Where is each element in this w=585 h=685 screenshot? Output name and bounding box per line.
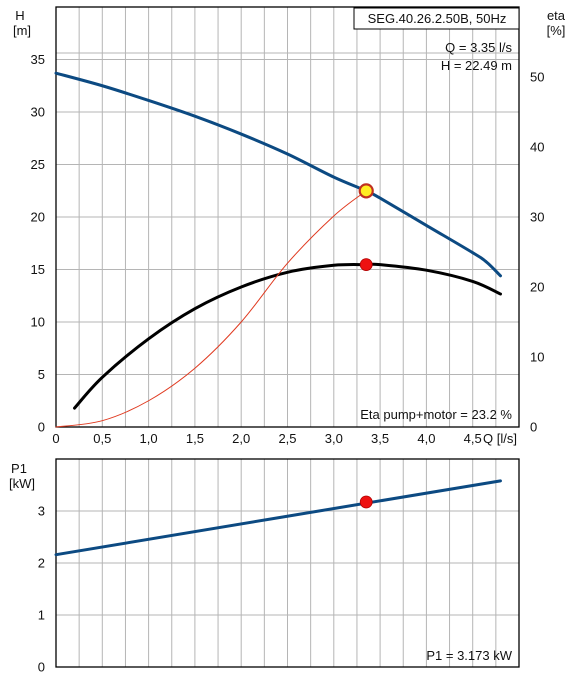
power-tick-label: 0 — [38, 660, 45, 675]
eta-axis-label-2: [%] — [547, 23, 566, 38]
head-plot-frame — [55, 6, 520, 428]
duty-point-marker — [358, 183, 374, 199]
head-tick-label: 15 — [31, 262, 45, 277]
power-tick-label: 3 — [38, 504, 45, 519]
head-series — [54, 71, 502, 428]
power-readout: P1 = 3.173 kW — [426, 648, 512, 663]
x-tick-label: 0 — [52, 431, 59, 446]
x-tick-label: 1,0 — [140, 431, 158, 446]
x-tick-label: 4,5 — [464, 431, 482, 446]
x-tick-label: 1,5 — [186, 431, 204, 446]
eta-tick-label: 50 — [530, 70, 544, 85]
chart-title: SEG.40.26.2.50B, 50Hz — [368, 11, 507, 26]
head-tick-label: 20 — [31, 210, 45, 225]
head-tick-labels: 0 5 10 15 20 25 30 35 — [31, 52, 45, 435]
x-tick-label: 3,5 — [371, 431, 389, 446]
head-tick-label: 5 — [38, 367, 45, 382]
flow-readout: Q = 3.35 l/s — [445, 40, 512, 55]
head-curve — [54, 71, 502, 278]
head-tick-label: 30 — [31, 105, 45, 120]
head-tick-label: 35 — [31, 52, 45, 67]
x-tick-label: 3,0 — [325, 431, 343, 446]
power-series — [54, 479, 502, 557]
power-point-marker — [359, 495, 373, 509]
power-axis-label-1: P1 — [11, 461, 27, 476]
efficiency-readout: Eta pump+motor = 23.2 % — [360, 407, 512, 422]
head-tick-label: 10 — [31, 315, 45, 330]
power-panel: 0 1 2 3 P1 [kW] P1 = 3.173 kW — [9, 458, 520, 675]
head-tick-label: 0 — [38, 420, 45, 435]
head-grid — [56, 7, 519, 427]
power-tick-label: 2 — [38, 556, 45, 571]
x-axis-label: Q [l/s] — [483, 431, 517, 446]
x-tick-label: 0,5 — [93, 431, 111, 446]
power-curve — [54, 479, 502, 557]
power-tick-labels: 0 1 2 3 — [38, 504, 45, 675]
efficiency-curve — [73, 262, 502, 410]
operating-point-markers — [358, 183, 374, 272]
eta-tick-label: 30 — [530, 210, 544, 225]
power-plot-frame — [55, 458, 520, 668]
head-tick-label: 25 — [31, 157, 45, 172]
head-readout: H = 22.49 m — [441, 58, 512, 73]
head-efficiency-panel: 0 0,5 1,0 1,5 2,0 2,5 3,0 3,5 4,0 4,5 0 5 10 15 20 25 3… — [13, 6, 566, 446]
x-tick-label: 4,0 — [417, 431, 435, 446]
power-tick-label: 1 — [38, 608, 45, 623]
x-tick-label: 2,0 — [232, 431, 250, 446]
head-axis-label-1: H — [15, 8, 24, 23]
power-grid — [56, 459, 519, 667]
x-tick-label: 2,5 — [278, 431, 296, 446]
head-axis-label-2: [m] — [13, 23, 31, 38]
eta-axis-label-1: eta — [547, 8, 566, 23]
power-axis-label-2: [kW] — [9, 476, 35, 491]
efficiency-point-marker — [359, 258, 373, 272]
eta-tick-labels: 0 10 20 30 40 50 — [530, 70, 544, 435]
x-tick-labels: 0 0,5 1,0 1,5 2,0 2,5 3,0 3,5 4,0 4,5 — [52, 431, 481, 446]
eta-tick-label: 40 — [530, 140, 544, 155]
system-curve — [55, 190, 367, 428]
eta-tick-label: 10 — [530, 350, 544, 365]
power-operating-point — [359, 495, 373, 509]
eta-tick-label: 0 — [530, 420, 537, 435]
eta-tick-label: 20 — [530, 280, 544, 295]
title-box — [353, 7, 520, 30]
